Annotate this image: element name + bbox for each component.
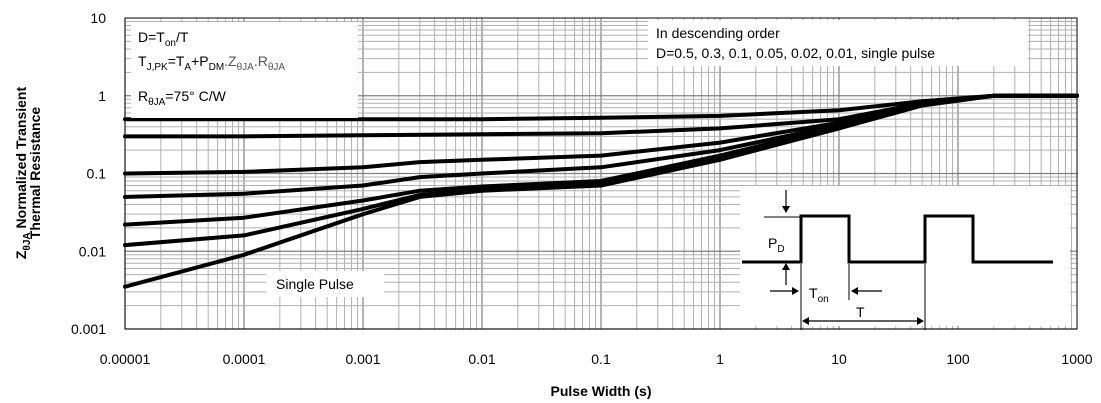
x-tick-label: 0.00001 — [100, 351, 151, 367]
y-axis-title: ZθJA Normalized Transient Thermal Resist… — [13, 87, 43, 260]
pulse-diagram: PD Ton T — [740, 186, 1070, 330]
pd-label: PD — [768, 235, 785, 255]
order-legend-line2: D=0.5, 0.3, 0.1, 0.05, 0.02, 0.01, singl… — [656, 45, 935, 61]
ton-label: Ton — [809, 285, 829, 305]
single-pulse-label-box: Single Pulse — [266, 271, 384, 297]
x-tick-label: 0.1 — [591, 351, 611, 367]
thermal-resistance-value: RθJA=75° C/W — [138, 88, 227, 108]
parameters-box: D=Ton/T TJ,PK=TA+PDM.ZθJA.RθJA RθJA=75° … — [131, 22, 358, 118]
x-tick-labels: 0.00001 0.0001 0.001 0.01 0.1 1 10 100 1000 — [100, 351, 1093, 367]
y-tick-label: 0.01 — [79, 243, 106, 259]
plot-border — [124, 17, 1078, 330]
junction-temp-formula: TJ,PK=TA+PDM.ZθJA.RθJA — [138, 53, 285, 73]
y-axis-title-rest: Normalized Transient — [13, 87, 29, 233]
y-axis-title-line2: Thermal Resistance — [27, 107, 43, 239]
pulse-waveform — [742, 214, 1053, 264]
order-legend-line1: In descending order — [656, 25, 780, 41]
single-pulse-label: Single Pulse — [276, 276, 354, 292]
svg-text:ZθJA Normalized Transient: ZθJA Normalized Transient — [13, 87, 33, 260]
x-tick-label: 1 — [716, 351, 724, 367]
order-legend-box: In descending order D=0.5, 0.3, 0.1, 0.0… — [648, 20, 1028, 66]
x-tick-label: 100 — [946, 351, 970, 367]
y-axis-title-z: Z — [13, 250, 29, 259]
y-tick-label: 1 — [98, 88, 106, 104]
duty-cycle-formula: D=Ton/T — [138, 29, 189, 49]
x-axis-title: Pulse Width (s) — [551, 383, 652, 399]
x-tick-label: 0.01 — [468, 351, 495, 367]
period-label: T — [856, 304, 865, 320]
y-tick-label: 0.001 — [71, 321, 106, 337]
series-line-single-pulse — [123, 93, 1079, 289]
series-group — [123, 93, 1079, 289]
y-axis-title-sub: θJA — [22, 232, 33, 250]
y-tick-label: 10 — [90, 10, 106, 26]
x-tick-label: 0.001 — [345, 351, 380, 367]
y-tick-label: 0.1 — [87, 166, 107, 182]
x-tick-label: 0.0001 — [223, 351, 266, 367]
x-tick-label: 10 — [831, 351, 847, 367]
y-tick-labels: 10 1 0.1 0.01 0.001 — [71, 10, 106, 337]
x-tick-label: 1000 — [1061, 351, 1092, 367]
